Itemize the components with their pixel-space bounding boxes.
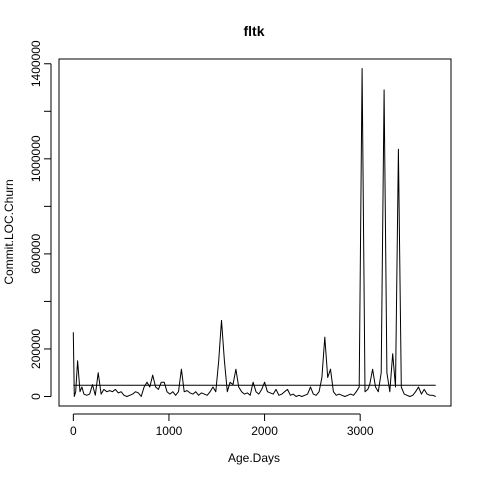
x-tick-label: 1000: [156, 424, 183, 438]
x-axis: 0 1000 2000 3000: [70, 413, 374, 438]
y-tick-label: 1000000: [29, 135, 43, 182]
y-axis: 0 200000 600000 1000000 1400000: [29, 40, 52, 400]
x-tick-label: 3000: [347, 424, 374, 438]
plot-frame: [58, 58, 452, 407]
x-axis-label: Age.Days: [228, 451, 280, 465]
y-tick-label: 0: [29, 393, 43, 400]
x-tick-label: 2000: [251, 424, 278, 438]
y-axis-label: Commit.LOC.Churn: [2, 179, 16, 284]
chart-title: fltk: [244, 23, 265, 39]
y-tick-label: 1400000: [29, 40, 43, 87]
series-line-churn: [72, 68, 436, 397]
y-tick-label: 200000: [29, 329, 43, 369]
series-group: [72, 68, 436, 397]
x-tick-label: 0: [70, 424, 77, 438]
y-tick-label: 600000: [29, 234, 43, 274]
